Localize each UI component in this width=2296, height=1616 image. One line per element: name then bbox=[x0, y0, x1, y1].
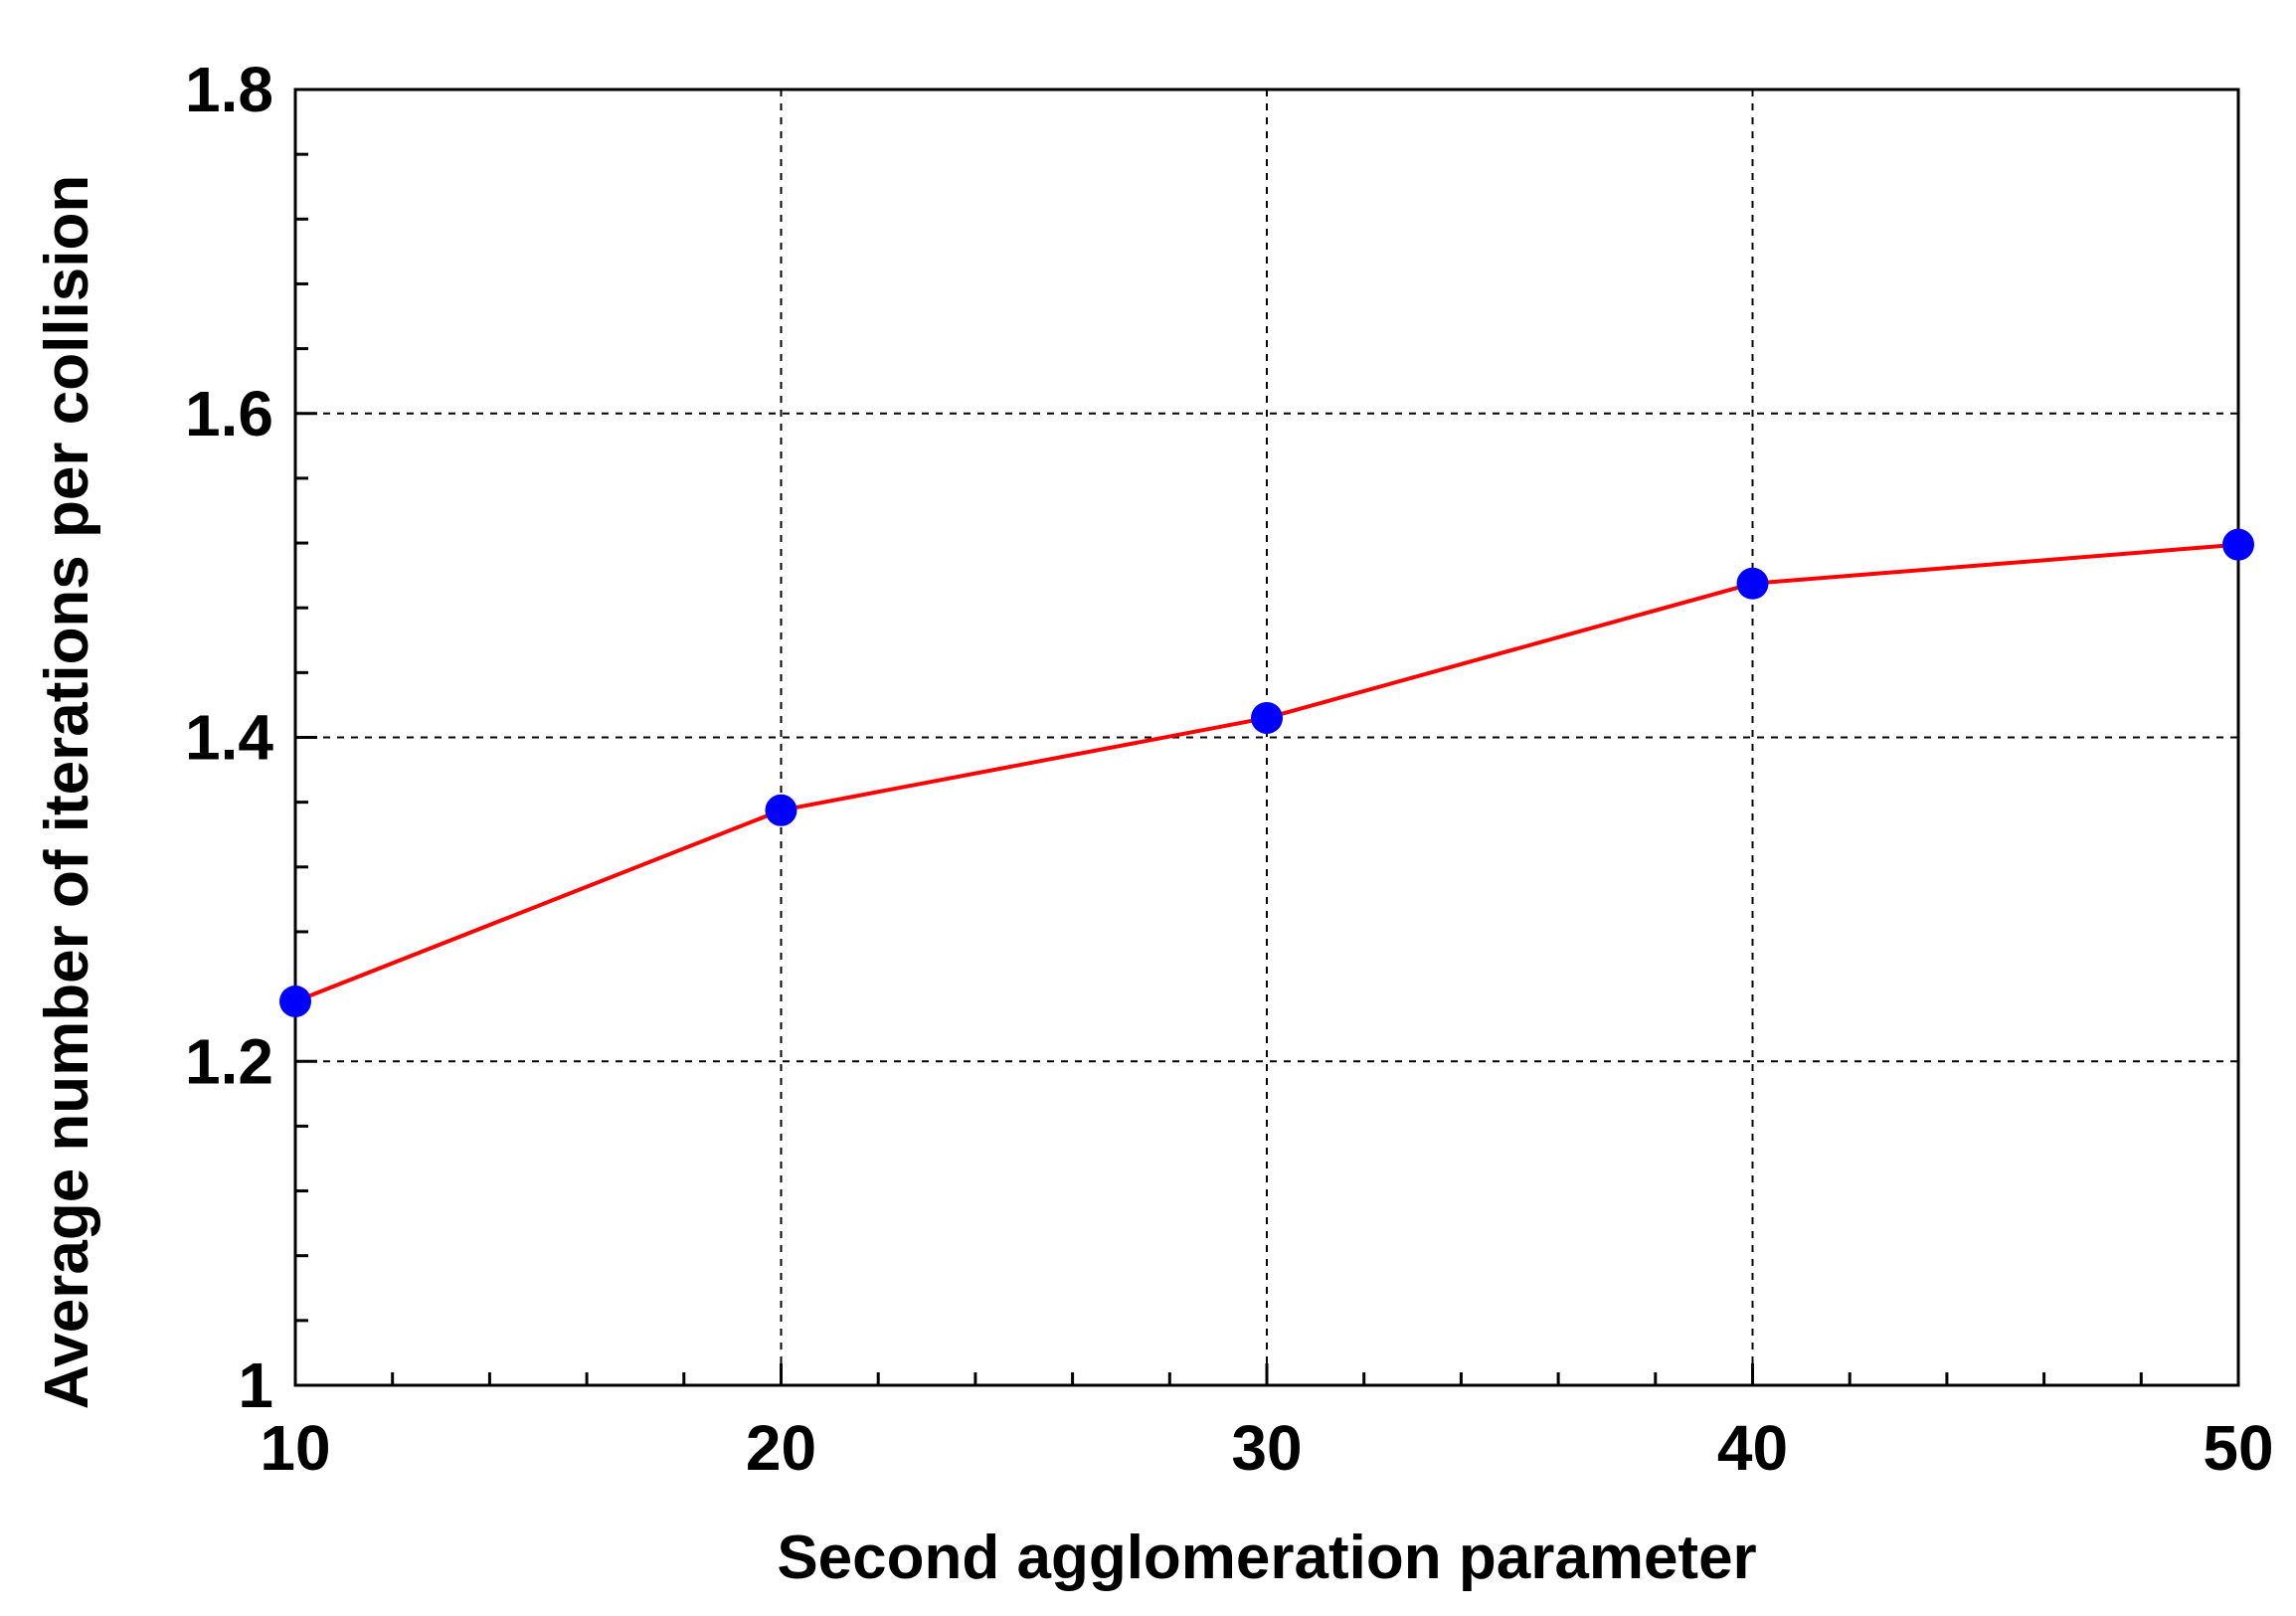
x-tick-label: 30 bbox=[1231, 1412, 1302, 1484]
x-tick-label: 50 bbox=[2203, 1412, 2273, 1484]
data-point bbox=[1251, 701, 1283, 734]
y-tick-label: 1.8 bbox=[185, 54, 273, 125]
x-tick-label: 10 bbox=[260, 1412, 330, 1484]
x-tick-label: 20 bbox=[746, 1412, 816, 1484]
y-tick-label: 1.4 bbox=[185, 702, 273, 774]
x-axis-title: Second agglomeration parameter bbox=[777, 1524, 1756, 1592]
y-tick-label: 1.6 bbox=[185, 378, 273, 449]
data-point bbox=[279, 985, 311, 1017]
y-tick-label: 1 bbox=[238, 1349, 273, 1421]
data-point bbox=[1736, 567, 1769, 600]
y-tick-labels: 1 1.2 1.4 1.6 1.8 bbox=[185, 54, 273, 1421]
y-axis-title: Average number of iterations per collisi… bbox=[33, 175, 101, 1409]
grid-lines bbox=[295, 90, 2238, 1385]
x-tick-label: 40 bbox=[1717, 1412, 1788, 1484]
x-tick-labels: 10 20 30 40 50 bbox=[260, 1412, 2273, 1484]
y-tick-label: 1.2 bbox=[185, 1025, 273, 1097]
plot-frame bbox=[293, 88, 2240, 1387]
data-point bbox=[765, 794, 797, 826]
series-layer bbox=[279, 528, 2254, 1017]
data-point bbox=[2222, 528, 2254, 561]
